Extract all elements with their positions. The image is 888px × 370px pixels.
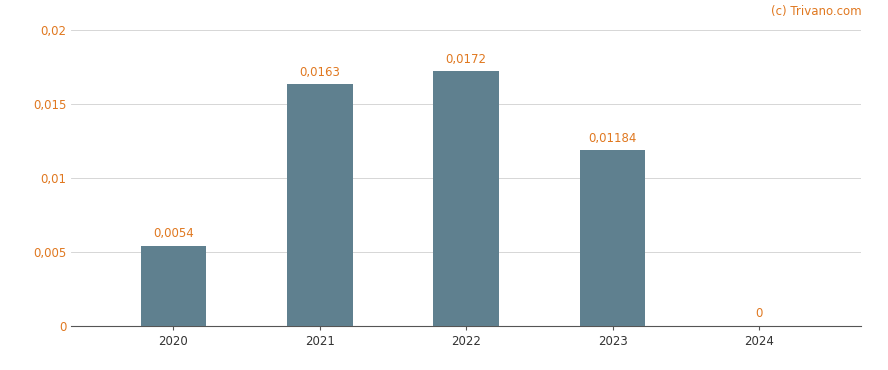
Bar — [140, 246, 206, 326]
Bar — [287, 84, 353, 326]
Text: 0,01184: 0,01184 — [589, 132, 637, 145]
Bar — [433, 71, 499, 326]
Text: 0,0163: 0,0163 — [299, 66, 340, 79]
Text: 0,0054: 0,0054 — [153, 228, 194, 240]
Text: 0: 0 — [755, 307, 763, 320]
Bar — [580, 150, 646, 326]
Text: (c) Trivano.com: (c) Trivano.com — [771, 5, 861, 18]
Text: 0,0172: 0,0172 — [446, 53, 487, 66]
